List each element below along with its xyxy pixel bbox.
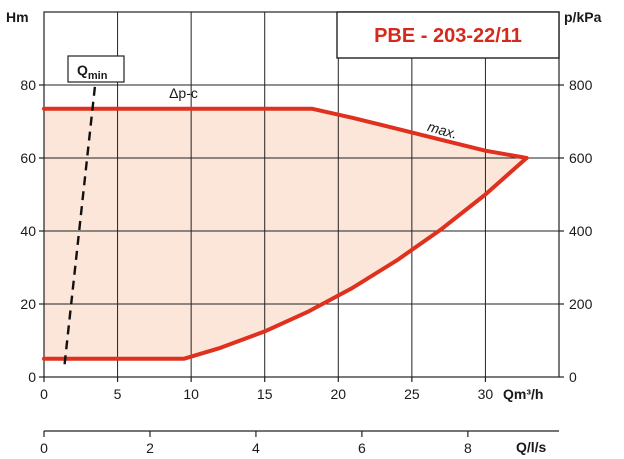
x-axis-ticks: 0 5 10 15 20 25 30 bbox=[40, 377, 493, 402]
x2-axis-label: Q/l/s bbox=[516, 439, 547, 455]
y-axis-label: Hm bbox=[6, 9, 29, 25]
qmin-main: Q bbox=[77, 62, 88, 78]
x-tick-label-10: 10 bbox=[183, 386, 199, 402]
plot-frame bbox=[43, 11, 560, 378]
y2-tick-label-600: 600 bbox=[569, 150, 593, 166]
y-tick-label-20: 20 bbox=[20, 296, 36, 312]
operating-area-fill bbox=[44, 108, 527, 359]
title-box bbox=[336, 11, 560, 59]
y2-tick-label-800: 800 bbox=[569, 77, 593, 93]
y2-axis-ticks: 0 200 400 600 800 bbox=[559, 77, 593, 385]
x-tick-label-25: 25 bbox=[404, 386, 420, 402]
y-tick-label-0: 0 bbox=[28, 369, 36, 385]
x2-tick-label-8: 8 bbox=[464, 440, 472, 456]
chart-title: PBE - 203-22/11 bbox=[374, 25, 522, 47]
qmin-label-text: Qmin bbox=[77, 62, 108, 82]
y-tick-label-40: 40 bbox=[20, 223, 36, 239]
grid bbox=[44, 12, 559, 377]
x-tick-label-30: 30 bbox=[478, 386, 494, 402]
x2-tick-label-0: 0 bbox=[40, 440, 48, 456]
y2-tick-label-400: 400 bbox=[569, 223, 593, 239]
x2-tick-label-4: 4 bbox=[252, 440, 260, 456]
x-tick-label-20: 20 bbox=[330, 386, 346, 402]
y-axis-ticks: 0 20 40 60 80 bbox=[20, 77, 44, 385]
y-tick-label-60: 60 bbox=[20, 150, 36, 166]
x2-axis-ticks: 0 2 4 6 8 bbox=[40, 431, 472, 456]
x-axis-label: Qm³/h bbox=[503, 386, 543, 402]
y2-tick-label-0: 0 bbox=[569, 369, 577, 385]
x-tick-label-0: 0 bbox=[40, 386, 48, 402]
qmin-sub: min bbox=[88, 70, 108, 82]
x-tick-label-15: 15 bbox=[257, 386, 273, 402]
series-min-curve bbox=[42, 156, 529, 361]
series-max-curve bbox=[42, 106, 529, 160]
series-qmin-dashed-line bbox=[63, 81, 97, 365]
series-dpc-label: Δp-c bbox=[169, 85, 198, 101]
y2-tick-label-200: 200 bbox=[569, 296, 593, 312]
x2-tick-label-2: 2 bbox=[146, 440, 154, 456]
qmin-label-box bbox=[67, 55, 125, 83]
qmin-label: Qmin bbox=[67, 55, 125, 83]
y2-axis-label: p/kPa bbox=[564, 9, 602, 25]
y-tick-label-80: 80 bbox=[20, 77, 36, 93]
x-tick-label-5: 5 bbox=[114, 386, 122, 402]
x2-tick-label-6: 6 bbox=[358, 440, 366, 456]
